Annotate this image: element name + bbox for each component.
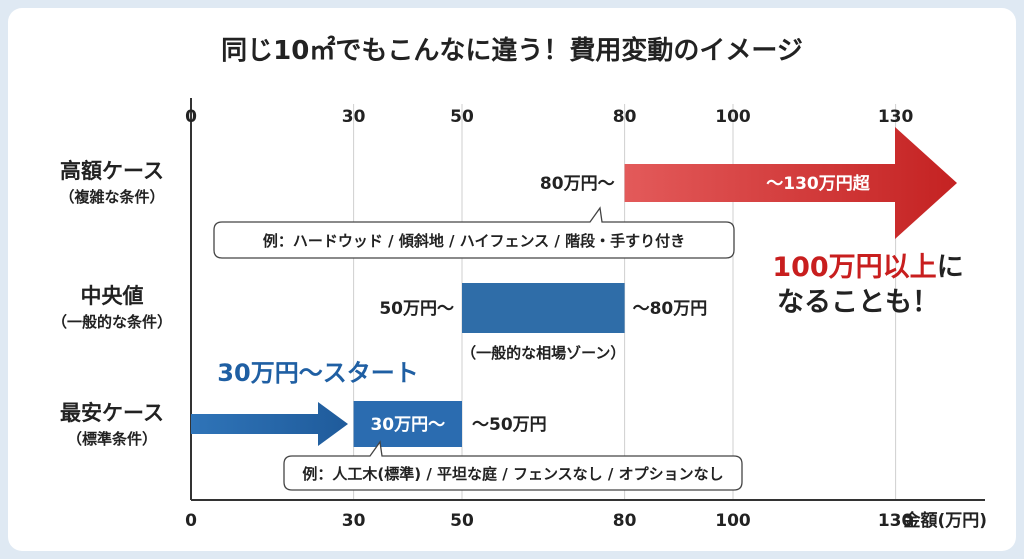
notes: 例：ハードウッド / 傾斜地 / ハイフェンス / 階段・手すり付き例：人工木(… (213, 206, 743, 491)
low-lead-arrow (191, 402, 348, 446)
low-inner-label: 30万円〜 (370, 415, 445, 435)
tick-label-bottom: 80 (613, 511, 637, 531)
row-sublabel: （複雑な条件） (59, 188, 164, 206)
tick-label-top: 0 (185, 107, 197, 127)
low-bar (353, 401, 462, 447)
row-sublabel: （一般的な条件） (52, 313, 172, 331)
tick-label-bottom: 100 (715, 511, 751, 531)
tick-label-top: 130 (878, 107, 914, 127)
tick-label-bottom: 30 (342, 511, 366, 531)
low-case-note-text: 例：人工木(標準) / 平坦な庭 / フェンスなし / オプションなし (302, 465, 723, 483)
tick-label-top: 100 (715, 107, 751, 127)
warning-red-text: 100万円以上 (772, 252, 936, 283)
warning-annotation-line2: なることも！ (777, 287, 939, 318)
x-axis-unit: 金額(万円) (902, 510, 987, 531)
high-inner-label: 〜130万円超 (766, 173, 870, 194)
chart-title: 同じ10㎡でもこんなに違う！費用変動のイメージ (221, 36, 803, 66)
warning-annotation-line1: 100万円以上に (772, 252, 963, 283)
median-zone-label: （一般的な相場ゾーン） (461, 344, 625, 362)
row-label: 高額ケース (60, 159, 164, 183)
median-end-label: 〜80万円 (633, 299, 708, 319)
high-start-label: 80万円〜 (540, 174, 615, 194)
row-labels: 高額ケース （複雑な条件） 中央値 （一般的な条件） 最安ケース （標準条件） (52, 159, 172, 448)
tick-label-top: 30 (342, 107, 366, 127)
tick-label-top: 80 (613, 107, 637, 127)
warning-black-text: に (937, 252, 964, 283)
high-case-note: 例：ハードウッド / 傾斜地 / ハイフェンス / 階段・手すり付き (213, 206, 735, 259)
low-case-note: 例：人工木(標準) / 平坦な庭 / フェンスなし / オプションなし (283, 440, 743, 491)
high-case-arrow (624, 127, 957, 239)
tick-label-top: 50 (450, 107, 474, 127)
row-label: 最安ケース (60, 401, 164, 425)
bars (191, 127, 957, 447)
median-bar (462, 283, 625, 333)
tick-label-bottom: 130 (878, 511, 914, 531)
tick-label-bottom: 50 (450, 511, 474, 531)
row-sublabel: （標準条件） (67, 430, 157, 448)
row-label: 中央値 (81, 284, 144, 308)
low-case-note-box (283, 440, 743, 491)
low-end-label: 〜50万円 (472, 415, 547, 435)
high-case-note-box (213, 206, 735, 259)
tick-label-bottom: 0 (185, 511, 197, 531)
high-case-note-text: 例：ハードウッド / 傾斜地 / ハイフェンス / 階段・手すり付き (263, 232, 685, 250)
median-start-label: 50万円〜 (379, 299, 454, 319)
bar-labels: 80万円〜 〜130万円超 50万円〜 〜80万円 （一般的な相場ゾーン） 30万円〜 〜5… (370, 173, 870, 435)
start-annotation: 30万円〜スタート (217, 359, 418, 387)
